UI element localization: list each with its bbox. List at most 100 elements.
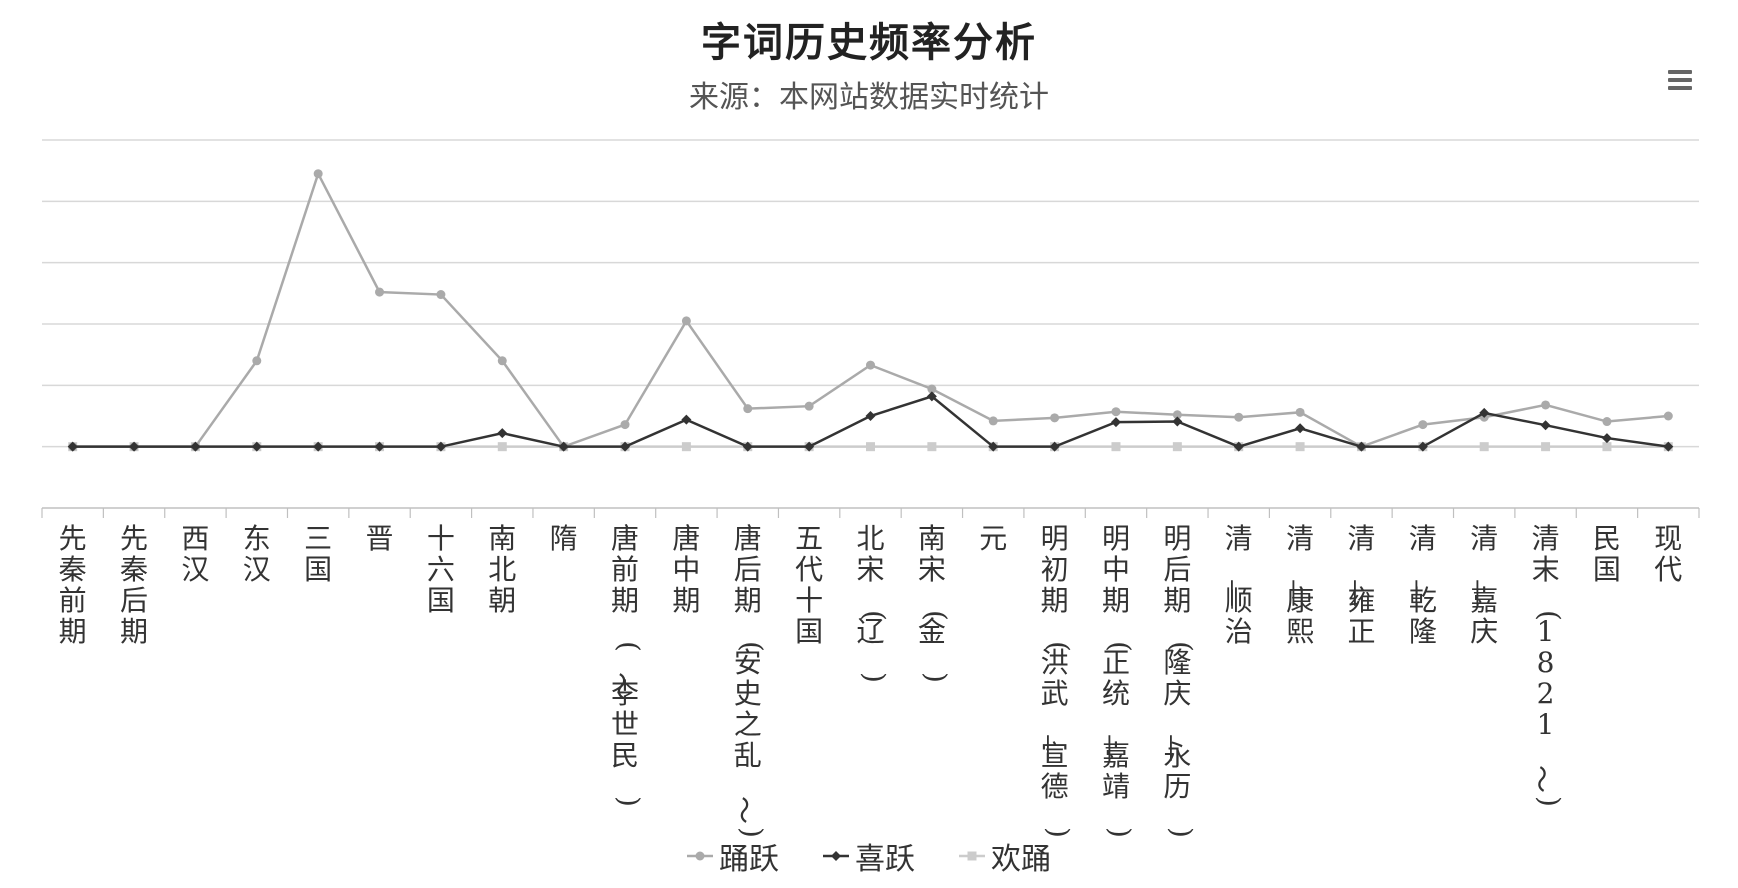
data-point[interactable] bbox=[1172, 416, 1183, 427]
data-point[interactable] bbox=[1540, 420, 1551, 431]
data-point[interactable] bbox=[252, 356, 262, 366]
x-tick-label: 隋 bbox=[550, 522, 578, 555]
data-point[interactable] bbox=[1663, 441, 1674, 452]
data-point[interactable] bbox=[804, 441, 815, 452]
data-point[interactable] bbox=[435, 441, 446, 452]
data-point[interactable] bbox=[129, 441, 140, 452]
data-point[interactable] bbox=[1234, 412, 1244, 422]
x-tick-label: 五代十国 bbox=[795, 522, 823, 648]
menu-bar bbox=[1668, 86, 1692, 90]
grid bbox=[42, 139, 1699, 448]
data-point[interactable] bbox=[1049, 441, 1060, 452]
series-喜跃 bbox=[67, 391, 1674, 452]
data-point[interactable] bbox=[681, 414, 692, 425]
x-tick-label: 清—康熙 bbox=[1279, 522, 1314, 648]
legend-item[interactable]: 踊跃 bbox=[687, 834, 779, 878]
data-point[interactable] bbox=[1479, 407, 1490, 418]
data-point[interactable] bbox=[1479, 442, 1489, 452]
legend-item[interactable]: 喜跃 bbox=[823, 834, 915, 878]
data-point[interactable] bbox=[1356, 441, 1367, 452]
data-point[interactable] bbox=[1111, 442, 1121, 452]
data-point[interactable] bbox=[804, 401, 814, 411]
x-tick-label: 清—嘉庆 bbox=[1463, 522, 1498, 648]
data-point[interactable] bbox=[1295, 442, 1305, 452]
data-point[interactable] bbox=[497, 442, 507, 452]
legend-label: 欢踊 bbox=[991, 842, 1051, 877]
x-tick-label: 清末(1 8 2 1 ～) bbox=[1525, 522, 1567, 807]
data-point[interactable] bbox=[1111, 407, 1121, 417]
data-point[interactable] bbox=[988, 416, 998, 426]
x-tick-label: 明初期(洪武—宣德) bbox=[1034, 522, 1076, 838]
x-tick-label: 南宋(金) bbox=[918, 522, 953, 683]
data-point[interactable] bbox=[67, 441, 78, 452]
x-tick-label: 清—顺治 bbox=[1218, 522, 1253, 648]
data-point[interactable] bbox=[1295, 423, 1306, 434]
chart-subtitle: 来源：本网站数据实时统计 bbox=[689, 80, 1049, 115]
data-point[interactable] bbox=[497, 356, 507, 366]
x-tick-label: 北宋(辽) bbox=[856, 522, 891, 683]
x-tick-label: 明后期(隆庆—永历) bbox=[1156, 522, 1198, 838]
data-point[interactable] bbox=[927, 384, 937, 394]
data-point[interactable] bbox=[620, 420, 630, 430]
x-tick-label: 三国 bbox=[304, 522, 332, 586]
legend-swatch-icon bbox=[823, 851, 849, 861]
data-point[interactable] bbox=[866, 360, 875, 370]
legend-item[interactable]: 欢踊 bbox=[959, 834, 1051, 878]
data-point[interactable] bbox=[1541, 400, 1551, 410]
data-point[interactable] bbox=[1417, 441, 1428, 452]
data-point[interactable] bbox=[865, 411, 876, 421]
data-point[interactable] bbox=[313, 169, 323, 179]
data-point[interactable] bbox=[1602, 442, 1612, 452]
data-point[interactable] bbox=[558, 441, 569, 452]
data-point[interactable] bbox=[436, 290, 446, 300]
x-tick-label: 南北朝 bbox=[488, 522, 516, 617]
x-tick-label: 先秦前期 bbox=[59, 522, 87, 648]
data-point[interactable] bbox=[620, 441, 631, 452]
data-point[interactable] bbox=[1418, 420, 1428, 430]
data-point[interactable] bbox=[1172, 442, 1182, 452]
legend-swatch-icon bbox=[959, 851, 985, 861]
data-point[interactable] bbox=[926, 391, 937, 402]
series-踊跃 bbox=[68, 169, 1673, 452]
x-tick-label: 现代 bbox=[1654, 522, 1682, 586]
series-line bbox=[72, 170, 1669, 449]
x-tick-label: 清—乾隆 bbox=[1402, 522, 1437, 648]
data-point[interactable] bbox=[375, 287, 385, 297]
data-point[interactable] bbox=[988, 441, 999, 452]
data-point[interactable] bbox=[190, 441, 201, 452]
data-point[interactable] bbox=[1172, 410, 1182, 420]
legend: 踊跃 喜跃 欢踊 bbox=[0, 834, 1738, 878]
data-point[interactable] bbox=[497, 428, 508, 439]
data-point[interactable] bbox=[313, 441, 324, 452]
data-point[interactable] bbox=[743, 404, 753, 414]
legend-swatch-icon bbox=[687, 851, 713, 861]
data-point[interactable] bbox=[1602, 417, 1612, 427]
data-point[interactable] bbox=[681, 316, 691, 326]
data-point[interactable] bbox=[1050, 413, 1060, 423]
data-point[interactable] bbox=[1601, 433, 1612, 444]
data-point[interactable] bbox=[927, 442, 937, 452]
x-tick-label: 明中期(正统—嘉靖) bbox=[1095, 522, 1137, 838]
series-layer bbox=[67, 169, 1674, 452]
data-point[interactable] bbox=[1541, 442, 1551, 452]
data-point[interactable] bbox=[1295, 407, 1305, 417]
x-tick-label: 十六国 bbox=[427, 522, 455, 617]
chart-title: 字词历史频率分析 bbox=[701, 19, 1037, 66]
data-point[interactable] bbox=[866, 442, 875, 452]
data-point[interactable] bbox=[374, 441, 385, 452]
data-point[interactable] bbox=[1110, 417, 1121, 428]
x-tick-label: 先秦后期 bbox=[120, 522, 148, 648]
data-point[interactable] bbox=[1663, 411, 1673, 421]
legend-label: 踊跃 bbox=[719, 842, 779, 877]
data-point[interactable] bbox=[1233, 441, 1244, 452]
data-point[interactable] bbox=[681, 442, 691, 452]
hamburger-menu-icon[interactable] bbox=[1668, 70, 1692, 92]
x-tick-label: 西汉 bbox=[181, 522, 209, 586]
series-line bbox=[72, 394, 1669, 448]
x-tick-label: 唐后期(安史之乱～) bbox=[727, 522, 769, 838]
data-point[interactable] bbox=[742, 441, 753, 452]
data-point[interactable] bbox=[251, 441, 262, 452]
x-tick-label: 元 bbox=[979, 522, 1007, 555]
